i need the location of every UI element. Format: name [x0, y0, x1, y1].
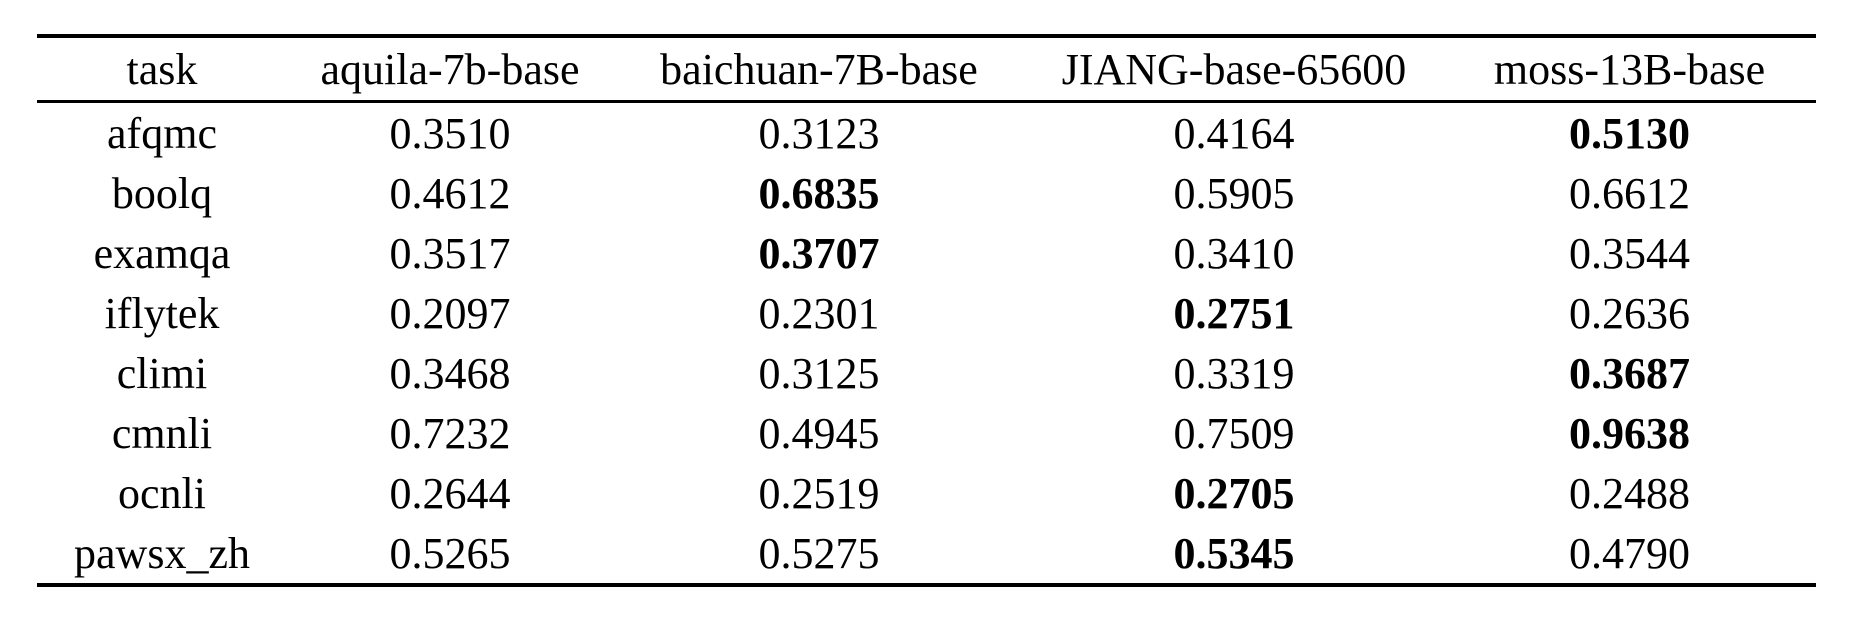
value-cell: 0.4164	[1173, 108, 1295, 158]
column-header-baichuan-7b-base: baichuan-7B-base	[660, 44, 978, 94]
value-cell: 0.3544	[1569, 228, 1690, 278]
table-row: climi 0.3468 0.3125 0.3319 0.3687	[37, 343, 1816, 403]
value-cell: 0.7232	[389, 408, 511, 458]
value-cell: 0.6835	[758, 168, 880, 218]
value-cell: 0.2301	[758, 288, 880, 338]
header-row: task aquila-7b-base baichuan-7B-base JIA…	[37, 36, 1816, 102]
table-row: iflytek 0.2097 0.2301 0.2751 0.2636	[37, 283, 1816, 343]
task-cell: ocnli	[118, 468, 206, 518]
value-cell: 0.4790	[1569, 528, 1690, 578]
value-cell: 0.2705	[1173, 468, 1295, 518]
column-header-task: task	[126, 44, 198, 94]
value-cell: 0.3707	[758, 228, 880, 278]
table-row: boolq 0.4612 0.6835 0.5905 0.6612	[37, 163, 1816, 223]
value-cell: 0.5265	[389, 528, 511, 578]
value-cell: 0.5275	[758, 528, 880, 578]
task-cell: boolq	[111, 168, 213, 218]
value-cell: 0.2644	[389, 468, 511, 518]
task-cell: iflytek	[104, 288, 220, 338]
value-cell: 0.3517	[389, 228, 511, 278]
value-cell: 0.9638	[1569, 408, 1690, 458]
task-cell: afqmc	[107, 108, 217, 158]
task-cell: cmnli	[111, 408, 213, 458]
column-header-jiang-base-65600: JIANG-base-65600	[1061, 44, 1407, 94]
value-cell: 0.4612	[389, 168, 511, 218]
table-row: afqmc 0.3510 0.3123 0.4164 0.5130	[37, 102, 1816, 164]
column-header-moss-13b-base: moss-13B-base	[1493, 44, 1766, 94]
value-cell: 0.5345	[1173, 528, 1295, 578]
table-row: examqa 0.3517 0.3707 0.3410 0.3544	[37, 223, 1816, 283]
value-cell: 0.3687	[1569, 348, 1690, 398]
value-cell: 0.2519	[758, 468, 880, 518]
value-cell: 0.3468	[389, 348, 511, 398]
table-row: ocnli 0.2644 0.2519 0.2705 0.2488	[37, 463, 1816, 523]
value-cell: 0.3510	[389, 108, 511, 158]
results-table: task aquila-7b-base baichuan-7B-base JIA…	[37, 34, 1816, 587]
value-cell: 0.5905	[1173, 168, 1295, 218]
table-row: cmnli 0.7232 0.4945 0.7509 0.9638	[37, 403, 1816, 463]
value-cell: 0.2488	[1569, 468, 1690, 518]
value-cell: 0.3125	[758, 348, 880, 398]
task-cell: climi	[116, 348, 208, 398]
value-cell: 0.6612	[1569, 168, 1690, 218]
value-cell: 0.3319	[1173, 348, 1295, 398]
value-cell: 0.2097	[389, 288, 511, 338]
table-row: pawsx_zh 0.5265 0.5275 0.5345 0.4790	[37, 523, 1816, 585]
value-cell: 0.3123	[758, 108, 880, 158]
value-cell: 0.7509	[1173, 408, 1295, 458]
column-header-aquila-7b-base: aquila-7b-base	[320, 44, 580, 94]
value-cell: 0.2636	[1569, 288, 1690, 338]
value-cell: 0.3410	[1173, 228, 1295, 278]
task-cell: examqa	[93, 228, 231, 278]
task-cell: pawsx_zh	[74, 528, 250, 578]
value-cell: 0.5130	[1569, 108, 1690, 158]
value-cell: 0.4945	[758, 408, 880, 458]
value-cell: 0.2751	[1173, 288, 1295, 338]
